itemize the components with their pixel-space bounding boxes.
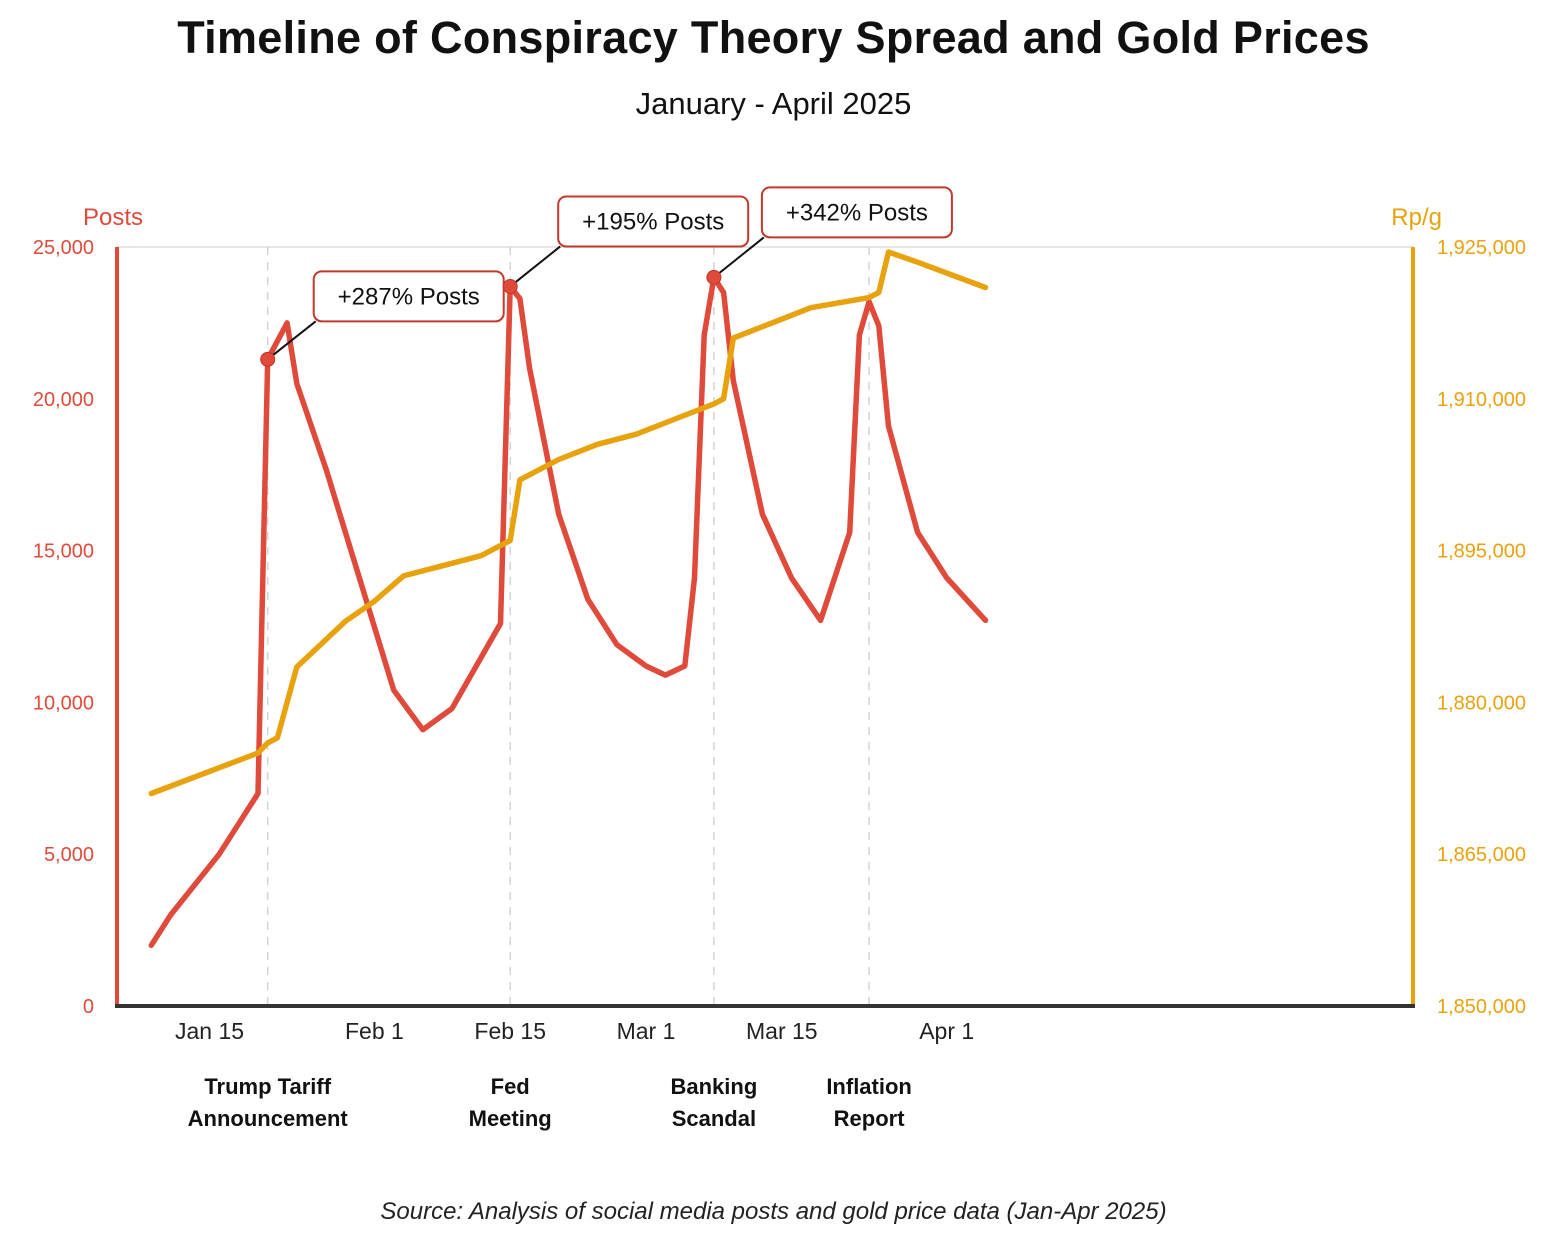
event-label-line2: Report	[834, 1106, 906, 1131]
annotation-leader	[267, 320, 317, 361]
left-tick-label: 0	[83, 996, 94, 1018]
annotation-layer: +287% Posts +195% Posts +342% Posts	[260, 186, 953, 367]
annotation-box	[760, 186, 953, 239]
annotation-leader	[713, 236, 765, 279]
series-layer	[148, 249, 989, 949]
x-tick-label: Feb 1	[345, 1018, 404, 1044]
right-tick-label: 1,865,000	[1437, 844, 1526, 866]
x-tick-label: Mar 1	[617, 1018, 676, 1044]
x-tick-label: Mar 15	[746, 1018, 818, 1044]
axes-layer: Posts Rp/g 0 5,000 10,000 15,000 20,000 25,000 1…	[33, 204, 1526, 1044]
event-label-line2: Announcement	[188, 1106, 349, 1131]
chart-title: Timeline of Conspiracy Theory Spread and…	[177, 12, 1370, 63]
annotation-point	[260, 351, 276, 367]
x-tick-label: Apr 1	[919, 1018, 974, 1044]
annotation-point	[706, 269, 722, 285]
right-axis-title: Rp/g	[1391, 204, 1442, 231]
annotation-text: +195% Posts	[582, 208, 724, 235]
chart-subtitle: January - April 2025	[635, 86, 912, 121]
right-tick-label: 1,925,000	[1437, 237, 1526, 259]
left-tick-label: 25,000	[33, 237, 94, 259]
gold-price-series-line	[148, 249, 989, 797]
right-tick-label: 1,880,000	[1437, 692, 1526, 714]
left-tick-label: 20,000	[33, 389, 94, 411]
annotation-point	[502, 278, 518, 294]
right-tick-label: 1,850,000	[1437, 996, 1526, 1018]
posts-series-line	[148, 274, 989, 949]
left-tick-label: 15,000	[33, 541, 94, 563]
annotation-text: +342% Posts	[786, 199, 928, 226]
grid-layer	[117, 246, 1413, 1006]
right-tick-label: 1,895,000	[1437, 541, 1526, 563]
event-label-line2: Scandal	[672, 1106, 756, 1131]
event-label-line2: Meeting	[469, 1106, 552, 1131]
annotation-leader	[509, 245, 561, 288]
event-label-line1: Inflation	[826, 1074, 912, 1099]
x-tick-label: Feb 15	[474, 1018, 546, 1044]
annotation-box	[557, 195, 750, 248]
event-label-line1: Trump Tariff	[204, 1074, 331, 1099]
event-label-line1: Fed	[491, 1074, 530, 1099]
x-tick-label: Jan 15	[175, 1018, 244, 1044]
right-tick-label: 1,910,000	[1437, 389, 1526, 411]
left-tick-label: 5,000	[44, 844, 94, 866]
annotation-box	[312, 270, 505, 323]
event-label-line1: Banking	[671, 1074, 758, 1099]
annotation-text: +287% Posts	[338, 283, 480, 310]
source-note: Source: Analysis of social media posts a…	[380, 1198, 1167, 1225]
left-tick-label: 10,000	[33, 692, 94, 714]
label-layer: Trump Tariff Announcement Fed Meeting Bankin…	[188, 1074, 912, 1131]
left-axis-title: Posts	[83, 204, 143, 231]
